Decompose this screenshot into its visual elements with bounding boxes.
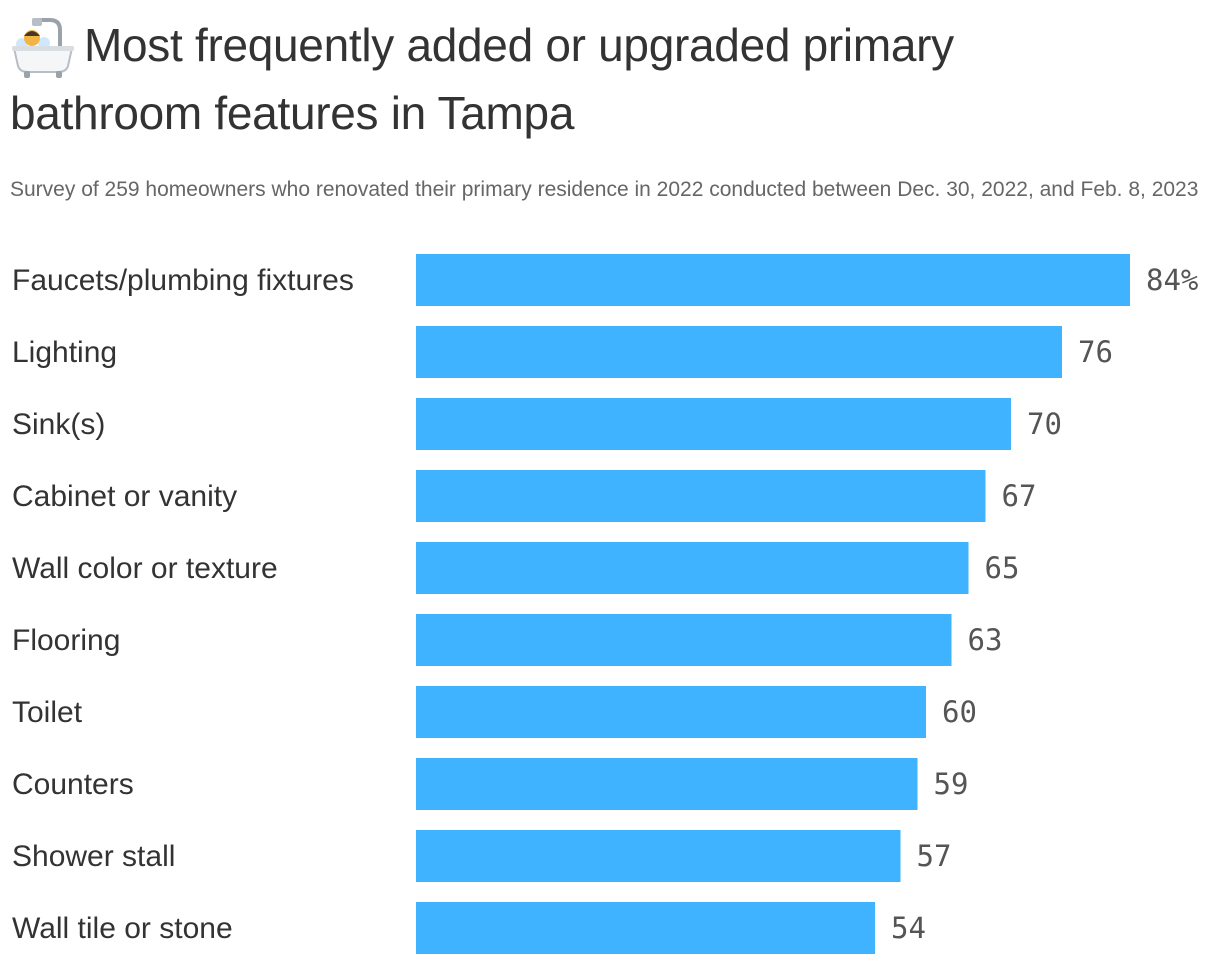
bar bbox=[416, 326, 1062, 378]
category-label: Wall tile or stone bbox=[12, 912, 233, 945]
category-label: Toilet bbox=[12, 696, 83, 729]
bathtub-icon bbox=[12, 18, 74, 78]
bar bbox=[416, 830, 901, 882]
chart-title-line-2: bathroom features in Tampa bbox=[10, 87, 575, 139]
value-label: 67 bbox=[1002, 479, 1037, 513]
value-label: 76 bbox=[1078, 335, 1113, 369]
category-label: Counters bbox=[12, 768, 134, 801]
category-label: Cabinet or vanity bbox=[12, 480, 237, 513]
value-label: 57 bbox=[917, 839, 952, 873]
bar bbox=[416, 686, 926, 738]
chart-title: Most frequently added or upgraded primar… bbox=[84, 19, 954, 71]
bar bbox=[416, 470, 986, 522]
bar bbox=[416, 542, 969, 594]
chart-header: Most frequently added or upgraded primar… bbox=[10, 12, 1210, 208]
value-label: 70 bbox=[1027, 407, 1062, 441]
bar bbox=[416, 758, 918, 810]
category-label: Wall color or texture bbox=[12, 552, 278, 585]
value-label: 63 bbox=[968, 623, 1003, 657]
category-label: Flooring bbox=[12, 624, 120, 657]
bar bbox=[416, 398, 1011, 450]
chart-subtitle: Survey of 259 homeowners who renovated t… bbox=[10, 178, 1199, 201]
value-label: 84% bbox=[1146, 263, 1198, 297]
bar bbox=[416, 254, 1130, 306]
bar bbox=[416, 614, 952, 666]
value-label: 59 bbox=[934, 767, 969, 801]
category-label: Shower stall bbox=[12, 840, 175, 873]
bar bbox=[416, 902, 875, 954]
category-label: Sink(s) bbox=[12, 408, 105, 441]
category-label: Faucets/plumbing fixtures bbox=[12, 264, 354, 297]
value-label: 65 bbox=[985, 551, 1020, 585]
title-row: Most frequently added or upgraded primar… bbox=[10, 12, 1210, 80]
value-label: 54 bbox=[891, 911, 926, 945]
category-label: Lighting bbox=[12, 336, 117, 369]
value-label: 60 bbox=[942, 695, 977, 729]
